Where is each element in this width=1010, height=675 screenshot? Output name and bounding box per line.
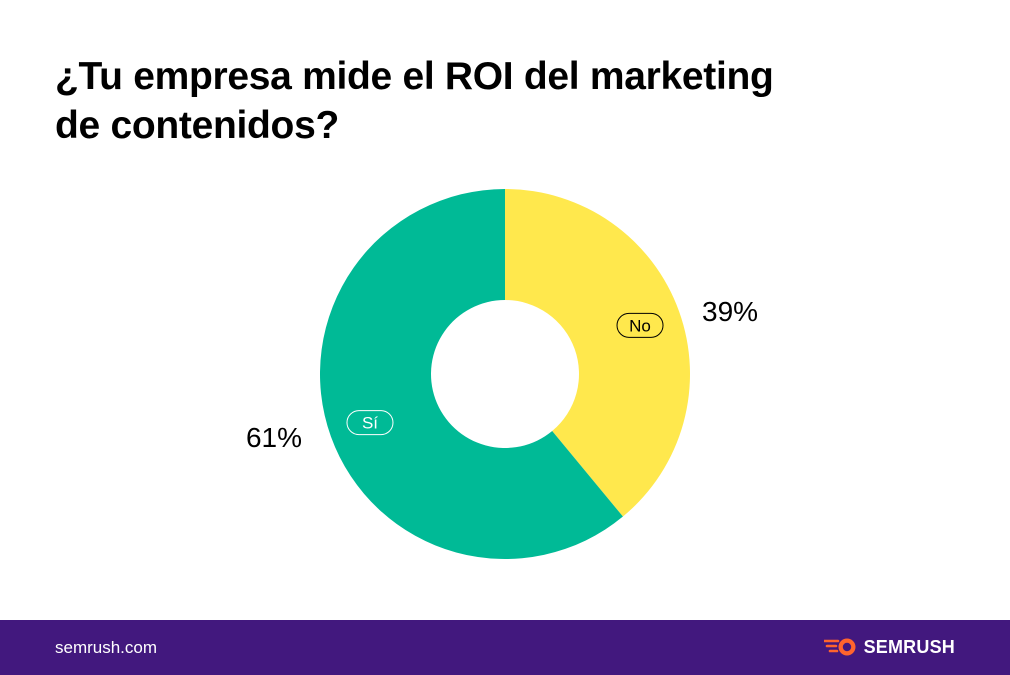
slice-label-no: No [629, 316, 651, 335]
value-label-no: 39% [702, 296, 758, 327]
footer-bar: semrush.com SEMRUSH [0, 620, 1010, 675]
chart-title-line-2: de contenidos? [55, 104, 339, 147]
slice-label-pill-s- [346, 410, 394, 436]
brand-name: SEMRUSH [863, 636, 955, 657]
slice-label-s-: Sí [362, 414, 378, 433]
slice-label-pill-no [616, 312, 664, 338]
chart-title: ¿Tu empresa mide el ROI del marketing de… [55, 52, 855, 150]
semrush-flame-icon [823, 638, 856, 656]
slice-no [505, 189, 690, 517]
semrush-logo[interactable]: SEMRUSH [823, 635, 955, 659]
value-label-s-: 61% [246, 422, 302, 453]
donut-chart: No 39% Sí 61% [246, 189, 758, 559]
chart-title-line-1: ¿Tu empresa mide el ROI del marketing [55, 55, 774, 98]
footer-url[interactable]: semrush.com [55, 638, 158, 657]
slice-s- [319, 189, 623, 559]
